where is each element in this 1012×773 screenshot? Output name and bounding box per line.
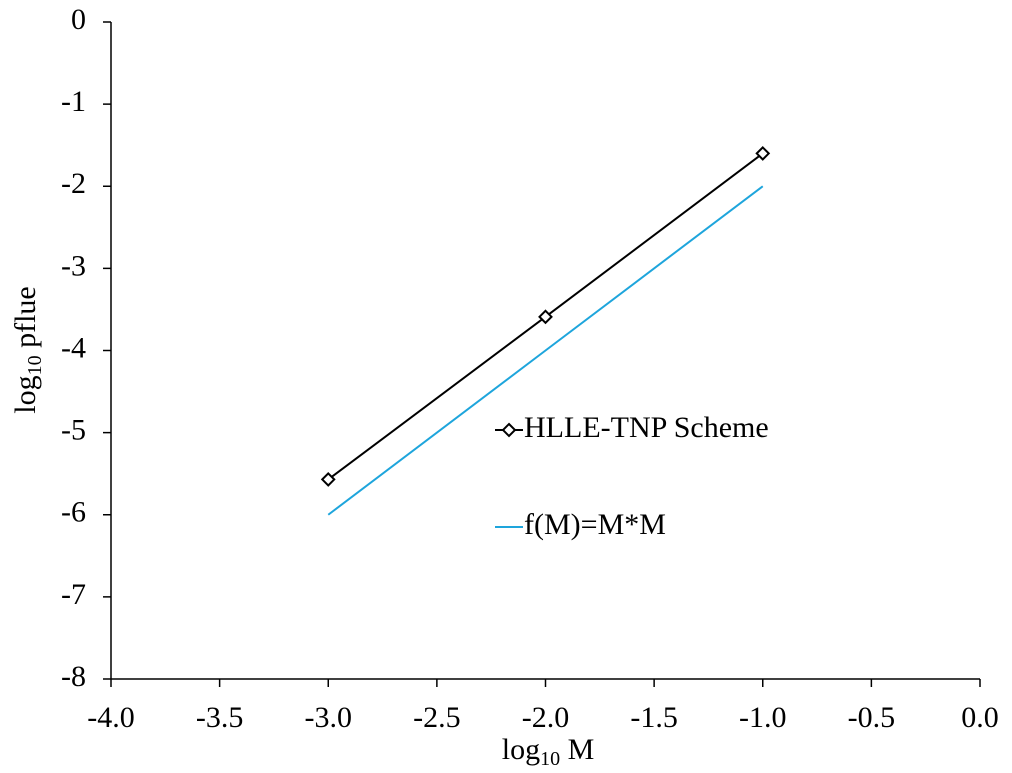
legend-label: HLLE-TNP Scheme — [524, 411, 769, 444]
x-tick-label: -1.0 — [739, 701, 787, 734]
marker — [755, 145, 771, 161]
y-tick-label: 0 — [71, 3, 86, 36]
y-tick-label: -3 — [61, 249, 86, 282]
series-line — [327, 185, 764, 516]
x-tick-label: -1.5 — [630, 701, 678, 734]
x-label-part: M — [560, 733, 594, 766]
x-label-part: 10 — [540, 748, 560, 770]
y-tick-label: -4 — [61, 331, 86, 364]
x-tick-label: -2.5 — [413, 701, 461, 734]
x-tick-label: -3.0 — [305, 701, 353, 734]
y-tick-label: -5 — [61, 414, 86, 447]
x-tick-label: -4.0 — [87, 701, 135, 734]
x-label-part: log — [502, 733, 540, 766]
y-label-part: log — [9, 375, 42, 413]
y-tick-label: -1 — [61, 85, 86, 118]
marker — [320, 472, 336, 487]
x-tick-label: -0.5 — [848, 701, 896, 734]
marker — [538, 309, 553, 325]
y-tick-label: -7 — [61, 578, 86, 611]
x-tick-label: -3.5 — [196, 701, 244, 734]
y-axis-label: log10 pflue — [9, 286, 46, 413]
y-tick-label: -2 — [61, 167, 86, 200]
x-tick-label: 0.0 — [961, 701, 999, 734]
x-axis-label: log10 M — [502, 733, 595, 770]
y-tick-label: -6 — [61, 496, 86, 529]
x-tick-label: -2.0 — [522, 701, 570, 734]
y-tick-label: -8 — [61, 660, 86, 693]
y-label-part: pflue — [9, 286, 42, 355]
legend-label: f(M)=M*M — [524, 508, 666, 541]
legend-marker — [501, 422, 517, 438]
y-label-part: 10 — [24, 355, 46, 375]
